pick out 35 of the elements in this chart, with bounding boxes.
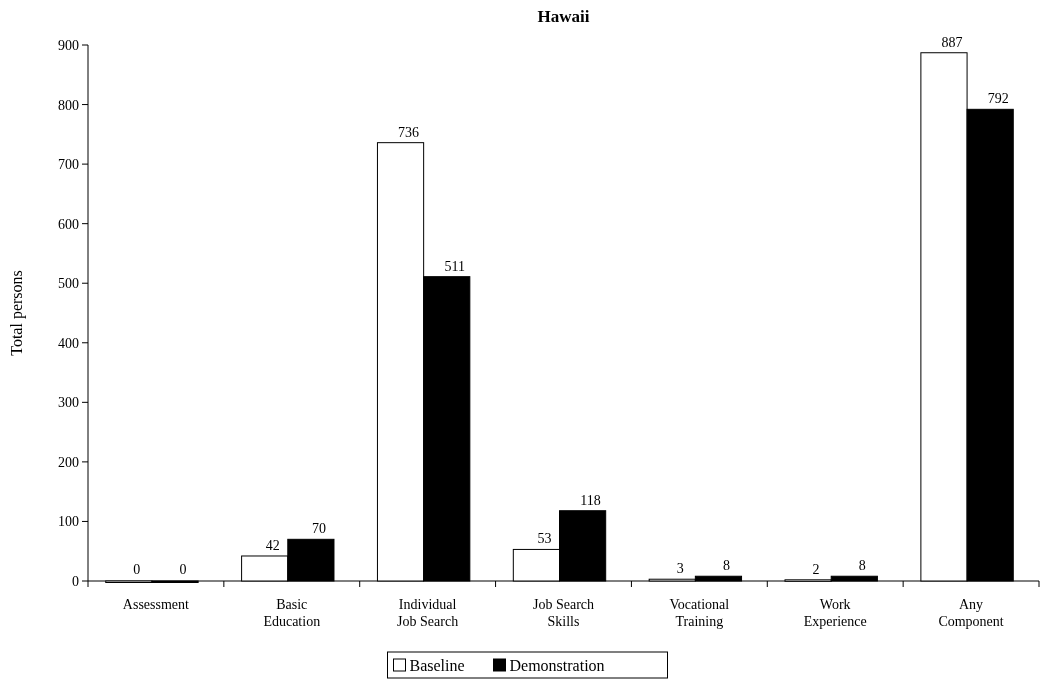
y-tick-label: 200 (58, 454, 79, 470)
y-tick-label: 0 (72, 574, 79, 589)
y-tick-label: 600 (58, 216, 79, 232)
y-tick-label: 800 (58, 97, 79, 113)
data-label: 8 (858, 558, 866, 574)
x-tick-label: Job Search Skills (532, 597, 595, 629)
y-tick-label: 300 (58, 395, 79, 411)
data-label: 3 (676, 561, 684, 577)
data-label: 42 (265, 537, 280, 553)
legend-label: Demonstration (509, 657, 605, 674)
y-tick-label: 500 (58, 276, 79, 292)
x-tick-label: Basic Education (263, 597, 321, 629)
y-tick-label: 700 (58, 157, 79, 173)
x-tick-label: Assessment (122, 597, 190, 612)
data-label: 0 (133, 561, 141, 577)
data-label: 0 (179, 561, 187, 577)
data-label: 70 (311, 521, 326, 537)
y-tick-label: 100 (58, 514, 79, 530)
data-label: 8 (722, 558, 730, 574)
x-tick-label: Any Component (938, 597, 1004, 629)
legend-label: Baseline (409, 657, 465, 674)
data-label: 2 (812, 561, 820, 577)
x-tick-label: Individual Job Search (397, 597, 459, 629)
data-label: 53 (537, 531, 552, 547)
data-label: 887 (941, 34, 963, 50)
data-label: 736 (398, 124, 420, 140)
x-tick-label: Work Experience (803, 597, 867, 629)
y-tick-label: 400 (58, 335, 79, 351)
chart-title: Hawaii (537, 7, 590, 26)
y-axis-title: Total persons (8, 270, 26, 356)
x-tick-label: Vocational Training (669, 597, 730, 629)
data-label: 118 (580, 492, 601, 508)
y-tick-label: 900 (58, 38, 79, 53)
data-label: 511 (444, 258, 465, 274)
data-label: 792 (987, 91, 1009, 107)
